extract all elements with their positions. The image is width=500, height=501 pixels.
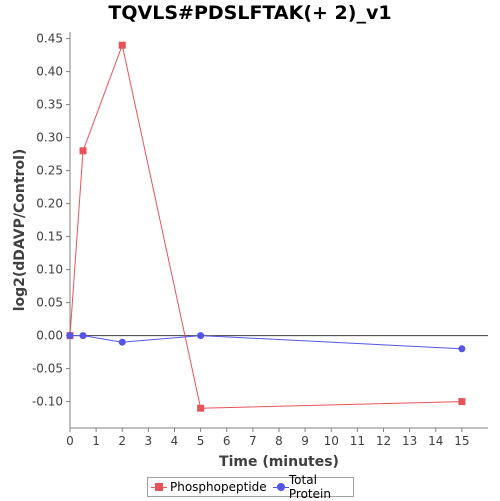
legend-label-phosphopeptide: Phosphopeptide [170,480,267,494]
x-tick-label: 15 [454,434,469,448]
legend-swatch-phosphopeptide [151,482,167,492]
y-tick-label: 0.45 [36,32,63,46]
data-point-total-protein [458,345,466,353]
data-point-total-protein [197,332,205,340]
y-tick-label: -0.05 [32,362,63,376]
x-tick-label: 5 [197,434,205,448]
x-tick-label: 4 [171,434,179,448]
x-tick-label: 8 [275,434,283,448]
x-tick-label: 1 [92,434,100,448]
legend-label-total-protein: Total Protein [288,473,331,501]
chart-title: TQVLS#PDSLFTAK(+ 2)_v1 [108,2,392,24]
data-point-total-protein [66,332,74,340]
x-tick-label: 12 [376,434,391,448]
data-point-phosphopeptide [118,41,126,49]
y-tick-label: 0.25 [36,164,63,178]
x-tick-label: 2 [118,434,126,448]
y-tick-label: 0.20 [36,197,63,211]
y-tick-label: 0.05 [36,296,63,310]
x-tick-label: 11 [350,434,365,448]
data-point-total-protein [118,338,126,346]
y-tick-label: 0.00 [36,329,63,343]
legend-item-phosphopeptide: Phosphopeptide [151,480,267,494]
x-tick-label: 3 [145,434,153,448]
data-point-phosphopeptide [197,404,205,412]
x-tick-label: 14 [428,434,443,448]
data-point-phosphopeptide [458,398,466,406]
x-tick-label: 6 [223,434,231,448]
y-axis-label: log2(dDAVP/Control) [12,149,28,312]
legend-circle-marker-icon [276,483,285,491]
legend-swatch-total-protein [272,482,289,492]
y-tick-label: 0.35 [36,98,63,112]
x-tick-label: 10 [324,434,339,448]
y-tick-label: 0.15 [36,230,63,244]
x-axis-label: Time (minutes) [219,454,339,470]
y-tick-label: 0.40 [36,65,63,79]
x-tick-label: 7 [249,434,257,448]
x-tick-label: 13 [402,434,417,448]
x-tick-label: 9 [301,434,309,448]
legend: Phosphopeptide Total Protein [147,473,354,501]
y-tick-label: 0.10 [36,263,63,277]
plot-background [70,32,488,428]
data-point-phosphopeptide [79,147,87,155]
data-point-total-protein [79,332,87,340]
legend-item-total-protein: Total Protein [272,473,350,501]
y-tick-label: -0.10 [32,395,63,409]
x-tick-label: 0 [66,434,74,448]
legend-square-marker-icon [155,483,163,491]
y-tick-label: 0.30 [36,131,63,145]
